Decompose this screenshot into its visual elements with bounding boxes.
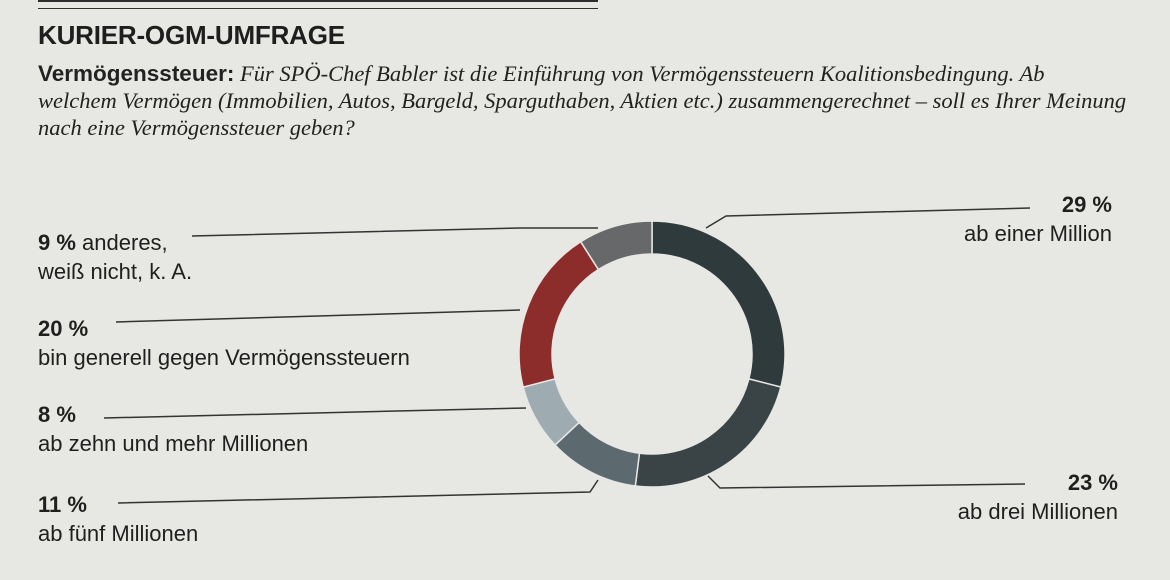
label-anderes: 9 % anderes, weiß nicht, k. A.	[38, 228, 192, 286]
label-anderes-value: 9 %	[38, 230, 76, 255]
top-rule-thin	[38, 8, 598, 9]
label-zehn: 8 % ab zehn und mehr Millionen	[38, 400, 308, 458]
label-gegen: 20 % bin generell gegen Vermögenssteuern	[38, 314, 410, 372]
top-rule	[38, 0, 598, 2]
leader-line-eine-million	[705, 207, 1031, 229]
question-body: Für SPÖ-Chef Babler ist die Einführung v…	[38, 61, 1127, 140]
label-drei-millionen-value: 23 %	[1067, 470, 1118, 495]
leader-line-fuenf	[117, 479, 599, 504]
label-eine-million: 29 % ab einer Million	[964, 190, 1112, 248]
label-eine-million-value: 29 %	[1061, 192, 1112, 217]
label-zehn-text: ab zehn und mehr Millionen	[38, 431, 309, 456]
leader-line-anderes	[191, 227, 598, 237]
leader-line-zehn	[103, 407, 527, 419]
label-zehn-value: 8 %	[38, 402, 76, 427]
label-fuenf: 11 % ab fünf Millionen	[38, 490, 198, 548]
label-eine-million-text: ab einer Million	[964, 221, 1112, 246]
label-anderes-text-2: weiß nicht, k. A.	[38, 259, 193, 284]
label-gegen-text: bin generell gegen Vermögenssteuern	[38, 345, 410, 370]
donut-slice-gegen	[518, 240, 600, 388]
question-text: Vermögenssteuer: Für SPÖ-Chef Babler ist…	[38, 60, 1128, 141]
label-drei-millionen: 23 % ab drei Millionen	[958, 468, 1118, 526]
label-anderes-text-1: anderes,	[82, 230, 168, 255]
label-fuenf-value: 11 %	[38, 492, 87, 517]
donut-slice-anderes	[579, 220, 653, 271]
question-lead: Vermögenssteuer:	[38, 61, 235, 86]
label-drei-millionen-text: ab drei Millionen	[957, 499, 1118, 524]
donut-slice-drei-millionen	[634, 377, 782, 488]
leader-line-drei-millionen	[707, 475, 1026, 489]
leader-line-gegen	[115, 309, 521, 323]
label-fuenf-text: ab fünf Millionen	[38, 521, 199, 546]
poll-heading: KURIER-OGM-UMFRAGE	[38, 20, 345, 50]
donut-slice-eine-million	[651, 220, 786, 388]
label-gegen-value: 20 %	[38, 316, 89, 341]
